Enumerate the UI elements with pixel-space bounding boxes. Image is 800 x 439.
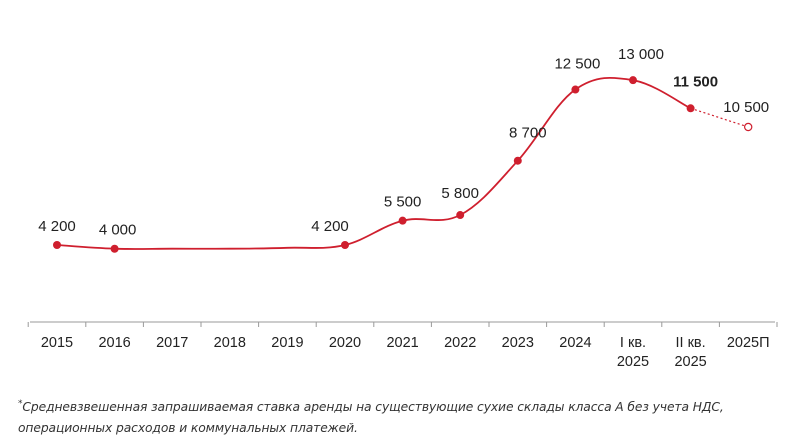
- data-point: [456, 211, 465, 220]
- x-tick-label: 2018: [214, 335, 246, 351]
- data-point: [398, 216, 407, 225]
- data-label: 4 200: [311, 218, 349, 235]
- x-tick-label: 2019: [271, 335, 303, 351]
- footnote-line-1: *Средневзвешенная запрашиваемая ставка а…: [18, 394, 788, 418]
- data-label: 5 800: [441, 185, 479, 202]
- footnote-line-2: операционных расходов и коммунальных пла…: [18, 421, 358, 435]
- x-tick-label: 2025П: [727, 335, 770, 351]
- data-point: [686, 104, 695, 113]
- data-label: 8 700: [509, 125, 547, 142]
- data-label: 13 000: [618, 46, 664, 63]
- data-label: 10 500: [723, 99, 769, 116]
- data-label: 4 200: [38, 218, 76, 235]
- data-point: [571, 85, 580, 94]
- x-tick-label: 2024: [559, 335, 591, 351]
- footnote: *Средневзвешенная запрашиваемая ставка а…: [18, 394, 788, 439]
- data-point: [110, 244, 119, 253]
- x-tick-label: 2025: [617, 354, 649, 370]
- x-tick-label: 2021: [386, 335, 418, 351]
- data-label: 4 000: [99, 222, 137, 239]
- footnote-mark: *: [18, 399, 23, 409]
- x-tick-label: 2015: [41, 335, 73, 351]
- footnote-text-1: Средневзвешенная запрашиваемая ставка ар…: [22, 400, 724, 414]
- x-tick-label: 2022: [444, 335, 476, 351]
- data-label: 5 500: [384, 194, 422, 211]
- data-point: [53, 241, 61, 249]
- x-tick-label: 2016: [98, 335, 130, 351]
- series-line: [56, 76, 691, 250]
- x-tick-label: 2025: [674, 354, 706, 370]
- data-point: [341, 241, 349, 249]
- data-label: 11 500: [673, 73, 718, 90]
- x-tick-label: 2020: [329, 335, 361, 351]
- x-tick-label: I кв.: [620, 335, 646, 351]
- data-point: [629, 76, 637, 85]
- x-tick-label: 2017: [156, 335, 188, 351]
- forecast-line: [690, 107, 749, 128]
- x-tick-label: II кв.: [676, 335, 706, 351]
- data-label: 12 500: [554, 56, 600, 73]
- data-point: [513, 156, 522, 165]
- forecast-point: [744, 122, 753, 132]
- x-tick-label: 2023: [502, 335, 534, 351]
